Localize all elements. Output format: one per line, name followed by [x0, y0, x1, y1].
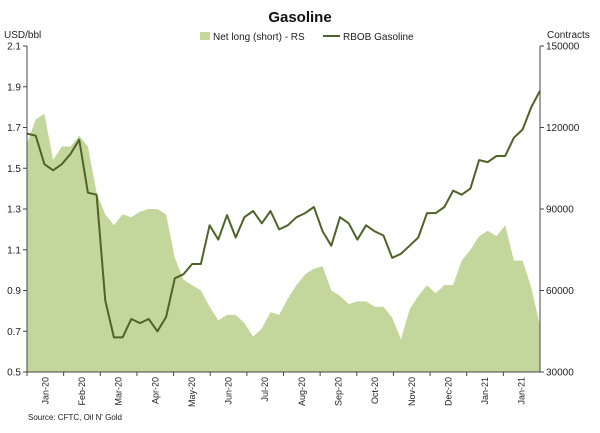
right-tick-label: 150000: [546, 42, 580, 53]
x-tick-label: Jan-21: [480, 377, 490, 405]
x-tick-label: Jul-20: [260, 377, 270, 402]
chart-title: Gasoline: [268, 9, 331, 26]
right-tick-label: 90000: [546, 205, 574, 216]
right-tick-label: 120000: [546, 123, 580, 134]
left-tick-label: 1.5: [7, 164, 21, 175]
left-tick-label: 0.9: [7, 286, 21, 297]
left-tick-label: 2.1: [7, 42, 21, 53]
legend-swatch-net-long: [200, 32, 210, 40]
x-tick-label: Sep-20: [333, 377, 343, 406]
right-axis-unit: Contracts: [547, 30, 590, 41]
legend: Net long (short) - RS RBOB Gasoline: [200, 32, 414, 43]
right-tick-label: 30000: [546, 368, 574, 379]
x-tick-label: Jun-20: [224, 377, 234, 405]
right-tick-labels: 150000 120000 90000 60000 30000: [546, 42, 580, 379]
x-tick-label: Mar-20: [114, 377, 124, 406]
left-axis-unit: USD/bbl: [4, 30, 41, 41]
rbob-line: [26, 90, 541, 339]
axes: [23, 45, 544, 376]
left-tick-labels: 2.1 1.9 1.7 1.5 1.3 1.1 0.9 0.7 0.5: [7, 42, 21, 379]
net-long-area: [27, 113, 540, 373]
left-tick-label: 1.9: [7, 82, 21, 93]
legend-label-net-long: Net long (short) - RS: [213, 32, 305, 43]
rbob-line-layer: [26, 90, 541, 339]
left-tick-label: 0.7: [7, 327, 21, 338]
x-tick-label: Jan-21: [517, 377, 527, 405]
x-tick-label: Dec-20: [443, 377, 453, 406]
left-tick-label: 1.3: [7, 205, 21, 216]
x-tick-label: Jan-20: [40, 377, 50, 405]
net-long-area-layer: [27, 113, 540, 373]
x-tick-label: Aug-20: [297, 377, 307, 406]
source-note: Source: CFTC, Oil N' Gold: [28, 413, 122, 422]
legend-label-rbob: RBOB Gasoline: [343, 32, 414, 43]
x-tick-label: Feb-20: [77, 377, 87, 406]
x-tick-label: May-20: [187, 377, 197, 407]
x-tick-label: Oct-20: [370, 377, 380, 404]
left-tick-label: 1.1: [7, 245, 21, 256]
x-tick-labels: Jan-20 Feb-20 Mar-20 Apr-20 May-20 Jun-20 Jul-…: [40, 377, 526, 407]
x-tick-label: Apr-20: [150, 377, 160, 404]
left-tick-label: 0.5: [7, 368, 21, 379]
right-tick-label: 60000: [546, 286, 574, 297]
x-tick-label: Nov-20: [407, 377, 417, 406]
left-tick-label: 1.7: [7, 123, 21, 134]
